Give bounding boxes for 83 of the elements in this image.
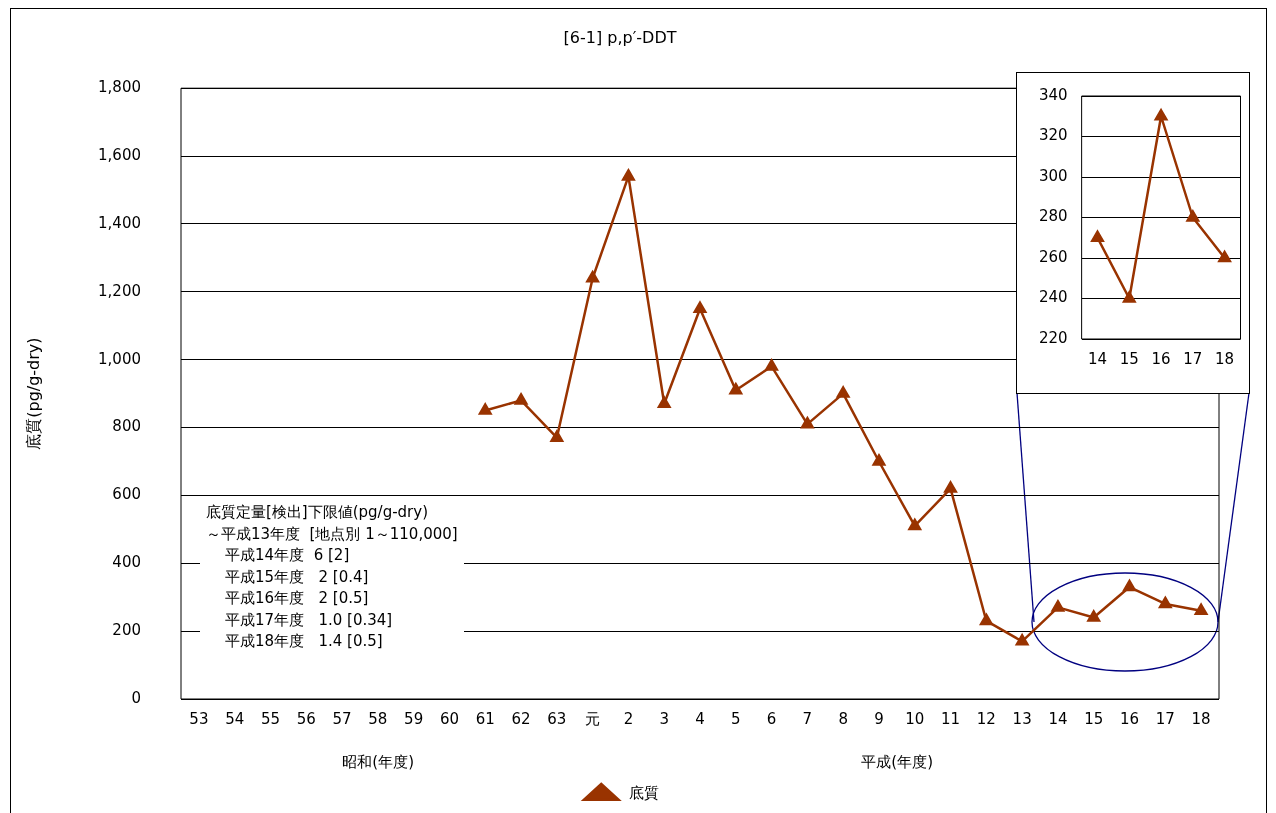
- point: [908, 518, 922, 531]
- x-tick-label: 54: [225, 709, 245, 728]
- x-tick-label: 12: [976, 709, 996, 728]
- point: [657, 396, 671, 409]
- point: [836, 386, 850, 398]
- x-tick-label: 15: [1119, 349, 1139, 368]
- x-tick-label: 18: [1191, 709, 1211, 728]
- y-tick-label: 300: [1038, 166, 1068, 185]
- y-tick-label: 320: [1038, 126, 1068, 145]
- x-tick-label: 57: [332, 709, 352, 728]
- y-tick-label: 800: [112, 417, 141, 436]
- x-tick-label: 5: [731, 709, 741, 728]
- y-tick-label: 340: [1038, 85, 1068, 104]
- y-tick-label: 400: [112, 553, 141, 572]
- text: 昭和(年度): [342, 752, 415, 771]
- y-tick-label: 0: [131, 688, 141, 707]
- y-tick-label: 1,600: [98, 145, 141, 164]
- y-tick-label: 220: [1038, 328, 1068, 347]
- point: [1051, 600, 1065, 612]
- x-tick-label: 13: [1012, 709, 1032, 728]
- x-tick-label: 9: [874, 709, 884, 728]
- y-tick-label: 1,000: [98, 349, 141, 368]
- point: [550, 430, 564, 442]
- y-tick-label: 240: [1038, 288, 1068, 307]
- x-tick-label: 6: [766, 709, 777, 728]
- y-tick-label: 600: [112, 485, 141, 504]
- point: [1015, 634, 1029, 646]
- point: [1186, 210, 1200, 222]
- x-tick-label: 58: [368, 709, 388, 728]
- x-tick-label: 10: [905, 709, 925, 728]
- point: [1154, 109, 1168, 121]
- point: [872, 454, 886, 466]
- x-tick-label: 7: [802, 709, 813, 728]
- x-tick-label: 15: [1084, 709, 1104, 728]
- point: [586, 270, 600, 283]
- x-tick-label: 3: [659, 709, 669, 728]
- x-tick-label: 16: [1151, 349, 1171, 368]
- point: [1091, 230, 1104, 242]
- point: [693, 301, 707, 314]
- point: [729, 382, 743, 395]
- y-tick-label: 1,400: [98, 213, 141, 232]
- y-axis-title: 底質(pg/g-dry): [23, 337, 43, 450]
- x-tick-label: 59: [404, 709, 424, 728]
- chart-title: [6-1] p,p′-DDT: [563, 27, 677, 47]
- x-tick-label: 61: [475, 709, 495, 728]
- x-tick-label: 18: [1215, 349, 1235, 368]
- x-tick-label: 63: [547, 709, 567, 728]
- annotation: 底質定量[検出]下限値(pg/g-dry) ～平成13年度 [地点別 1～110,000] 平成14年度 6 [2] 平成15年度 2 [0.4] 平成16年度 2 [0.5] 平成17年度 1.0 [0.34] 平成18年度 1.4 [0.5]: [206, 502, 458, 652]
- point: [765, 359, 779, 371]
- point: [478, 403, 492, 415]
- x-tick-label: 14: [1048, 709, 1068, 728]
- x-tick-label: 11: [941, 709, 961, 728]
- x-tick-label: 16: [1119, 709, 1140, 728]
- legend-label: 底質: [628, 784, 659, 803]
- point: [621, 169, 635, 181]
- point: [979, 613, 993, 626]
- y-tick-label: 200: [112, 621, 141, 640]
- text: 平成(年度): [861, 752, 934, 771]
- x-tick-label: 60: [439, 709, 459, 728]
- x-tick-label: 8: [838, 709, 848, 728]
- x-tick-label: 2: [623, 709, 634, 728]
- y-tick-label: 1,200: [98, 281, 141, 300]
- point: [1194, 603, 1208, 616]
- point: [1218, 250, 1232, 263]
- x-tick-label: 55: [260, 709, 281, 728]
- y-tick-label: 1,800: [98, 78, 141, 97]
- x-tick-label: 62: [511, 709, 531, 728]
- x-tick-label: 14: [1087, 349, 1108, 368]
- x-tick-label: 元: [585, 709, 601, 728]
- y-tick-label: 260: [1038, 247, 1068, 266]
- point: [1158, 596, 1172, 609]
- x-tick-label: 4: [695, 709, 705, 728]
- x-tick-label: 56: [296, 709, 316, 728]
- point: [514, 393, 528, 405]
- point: [944, 481, 957, 493]
- y-tick-label: 280: [1038, 207, 1068, 226]
- point: [1122, 291, 1136, 303]
- point: [800, 416, 814, 429]
- x-tick-label: 53: [189, 709, 209, 728]
- point: [1123, 579, 1136, 592]
- x-tick-label: 17: [1183, 349, 1203, 368]
- point: [1087, 610, 1101, 622]
- x-tick-label: 17: [1155, 709, 1175, 728]
